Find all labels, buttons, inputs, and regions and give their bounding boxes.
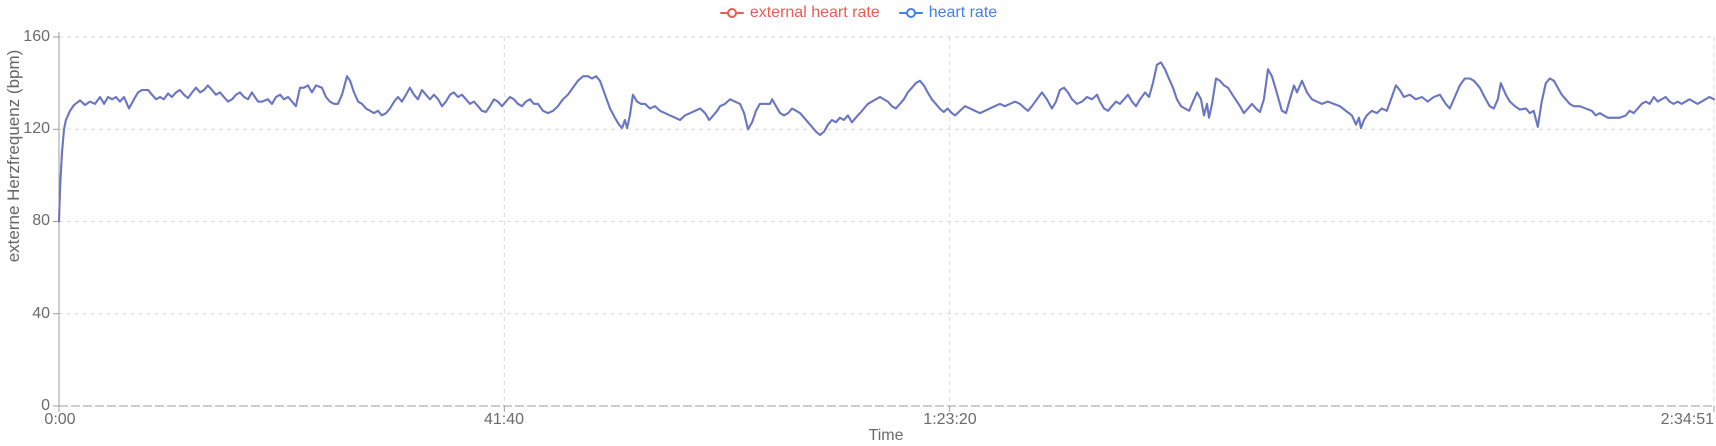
legend-item-heart-rate[interactable]: heart rate: [898, 3, 997, 23]
line-series-icon: [898, 7, 924, 19]
x-tick-label: 1:23:20: [923, 411, 977, 428]
y-tick-label: 80: [32, 212, 50, 229]
y-tick-label: 120: [23, 120, 50, 137]
x-tick-label: 41:40: [483, 411, 525, 428]
y-tick-label: 160: [23, 28, 50, 45]
series-line-heart-rate[interactable]: [58, 61, 1715, 223]
legend-label: heart rate: [928, 4, 998, 21]
legend: external heart rate heart rate: [0, 3, 1716, 23]
y-tick-label: 0: [41, 397, 50, 414]
x-tick-label: 2:34:51: [1660, 411, 1714, 428]
y-tick-label: 40: [32, 305, 50, 322]
x-axis-title: Time: [868, 427, 904, 444]
legend-item-external-heart-rate[interactable]: external heart rate: [719, 3, 880, 23]
line-series-icon: [719, 7, 745, 19]
x-tick-label: 0:00: [44, 411, 76, 428]
legend-label: external heart rate: [749, 4, 880, 21]
